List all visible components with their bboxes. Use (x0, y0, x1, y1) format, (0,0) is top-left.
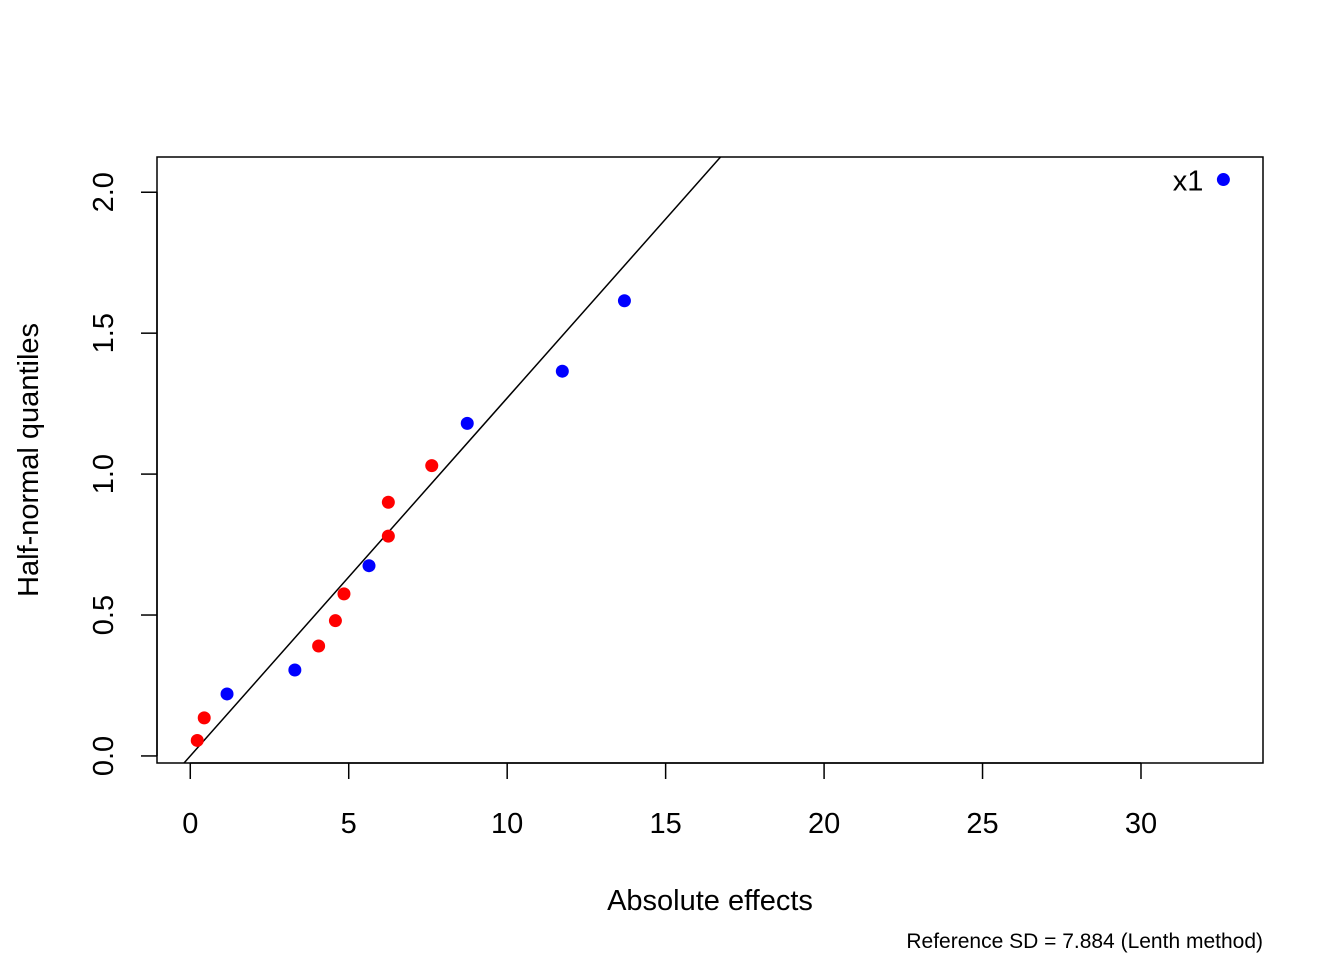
effect-point (555, 364, 569, 378)
effect-point (617, 294, 631, 308)
y-tick-label: 0.0 (88, 736, 120, 776)
effect-point (1216, 173, 1230, 187)
effect-point-label: x1 (1173, 166, 1204, 198)
effect-point (460, 416, 474, 430)
effect-point (381, 495, 395, 509)
x-tick-label: 25 (966, 808, 998, 840)
x-tick-label: 0 (182, 808, 198, 840)
y-tick-label: 1.5 (88, 313, 120, 353)
x-tick-label: 10 (491, 808, 523, 840)
effect-point (362, 559, 376, 573)
effect-point (197, 711, 211, 725)
reference-line (183, 157, 722, 763)
effect-point (288, 663, 302, 677)
y-axis-title: Half-normal quantiles (13, 323, 45, 597)
x-tick-label: 15 (650, 808, 682, 840)
effect-point (381, 529, 395, 543)
effect-point (190, 733, 204, 747)
reference-sd-note: Reference SD = 7.884 (Lenth method) (906, 930, 1263, 953)
effect-point (425, 459, 439, 473)
effect-point (328, 614, 342, 628)
x-tick-label: 20 (808, 808, 840, 840)
effect-point (220, 687, 234, 701)
x-tick-label: 30 (1125, 808, 1157, 840)
y-tick-label: 2.0 (88, 172, 120, 212)
x-axis-title: Absolute effects (607, 885, 813, 917)
y-tick-label: 1.0 (88, 454, 120, 494)
plot-frame (156, 156, 1264, 764)
x-tick-label: 5 (341, 808, 357, 840)
effect-point (312, 639, 326, 653)
plot-region: x1 (183, 157, 1230, 763)
y-tick-label: 0.5 (88, 595, 120, 635)
effect-point (337, 587, 351, 601)
